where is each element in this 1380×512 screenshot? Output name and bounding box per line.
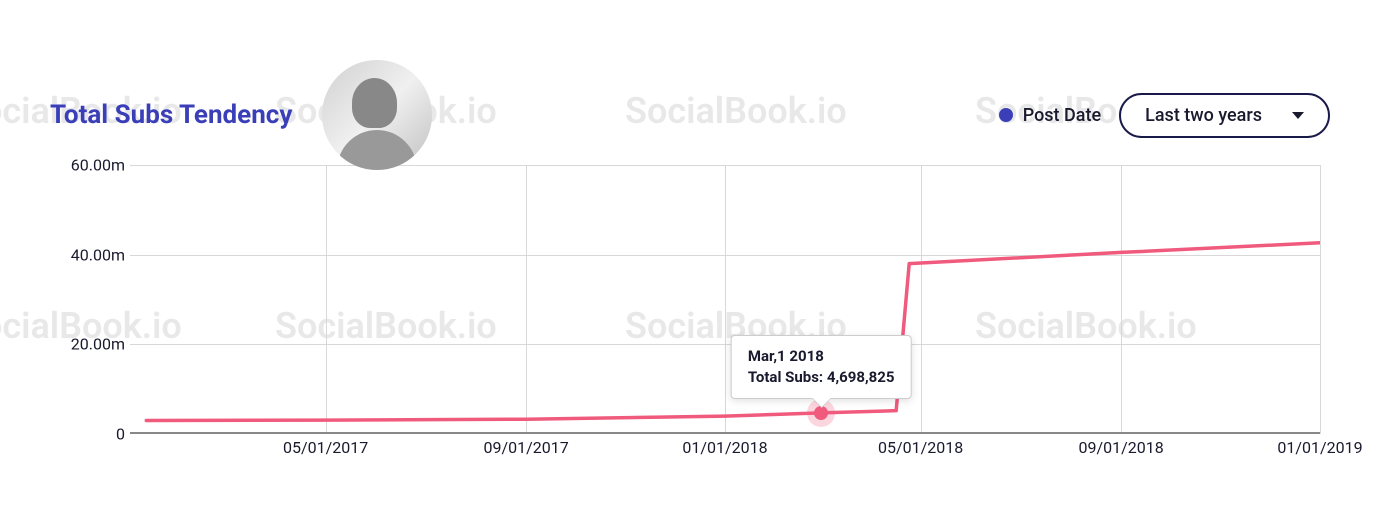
legend-label: Post Date bbox=[1023, 105, 1101, 126]
x-axis-tick: 09/01/2018 bbox=[1079, 438, 1164, 457]
x-axis-tick: 05/01/2018 bbox=[878, 438, 963, 457]
marker-dot-icon bbox=[814, 406, 828, 420]
x-axis-tick: 01/01/2018 bbox=[682, 438, 767, 457]
y-axis-tick: 20.00m bbox=[60, 335, 125, 354]
date-range-dropdown[interactable]: Last two years bbox=[1119, 93, 1330, 138]
x-axis-tick: 05/01/2017 bbox=[283, 438, 368, 457]
x-axis-tick: 09/01/2017 bbox=[484, 438, 569, 457]
x-axis-tick: 01/01/2019 bbox=[1277, 438, 1362, 457]
dropdown-label: Last two years bbox=[1145, 105, 1262, 126]
line-series bbox=[130, 165, 1320, 434]
y-axis-tick: 0 bbox=[60, 425, 125, 444]
chart-title: Total Subs Tendency bbox=[50, 100, 292, 130]
legend-dot-icon bbox=[999, 108, 1013, 122]
data-tooltip: Mar,1 2018 Total Subs: 4,698,825 bbox=[731, 335, 912, 399]
chart-plot-area: 60.00m40.00m20.00m0 05/01/201709/01/2017… bbox=[130, 165, 1320, 462]
x-axis-labels: 05/01/2017 09/01/2017 01/01/2018 05/01/2018… bbox=[130, 438, 1320, 462]
y-axis-tick: 40.00m bbox=[60, 245, 125, 264]
chevron-down-icon bbox=[1292, 112, 1304, 119]
x-axis-line bbox=[130, 432, 1320, 434]
chart-header: Total Subs Tendency Post Date Last two y… bbox=[50, 60, 1330, 170]
header-controls: Post Date Last two years bbox=[999, 93, 1330, 138]
tooltip-value: Total Subs: 4,698,825 bbox=[748, 367, 895, 388]
tooltip-date: Mar,1 2018 bbox=[748, 346, 895, 367]
legend-item: Post Date bbox=[999, 105, 1101, 126]
profile-avatar bbox=[322, 60, 432, 170]
